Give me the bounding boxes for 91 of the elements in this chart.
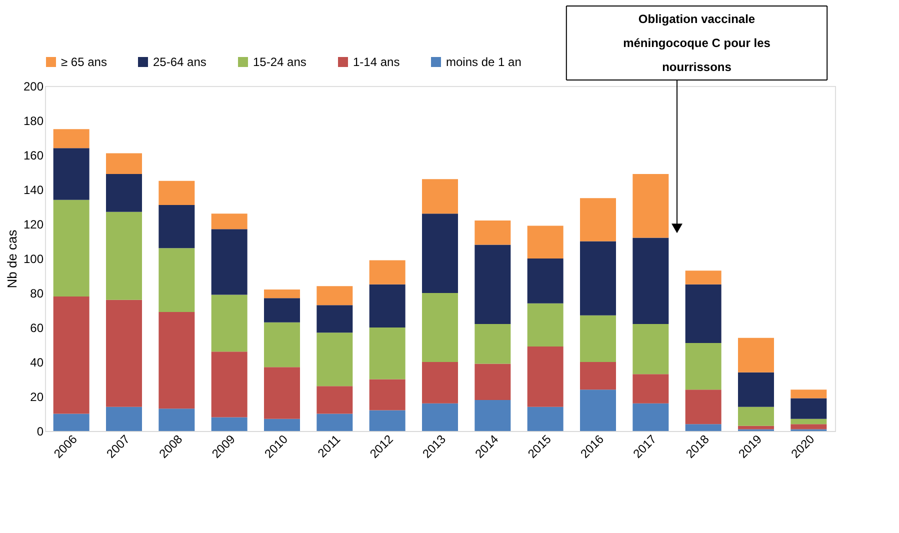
legend-label: 1-14 ans — [353, 55, 400, 69]
bar — [211, 294, 248, 352]
bar — [685, 270, 722, 284]
bar — [790, 418, 827, 424]
legend-label: 15-24 ans — [253, 55, 306, 69]
bar — [580, 241, 616, 316]
bar — [632, 403, 669, 431]
bar — [264, 298, 300, 322]
bar — [211, 214, 248, 230]
bar — [316, 305, 353, 333]
bar — [106, 300, 142, 407]
legend-label: ≥ 65 ans — [61, 55, 107, 69]
bar — [53, 414, 90, 431]
bar — [580, 315, 616, 362]
bar — [316, 332, 353, 386]
bar — [158, 312, 195, 409]
bar — [211, 417, 248, 431]
bar — [527, 258, 564, 304]
bar — [685, 284, 722, 344]
bar — [474, 400, 511, 431]
y-tick-label: 140 — [23, 183, 44, 197]
bar — [369, 284, 406, 328]
bar — [422, 214, 458, 293]
bar — [685, 424, 722, 431]
bar — [474, 220, 511, 245]
bar — [369, 379, 406, 410]
bar — [158, 205, 195, 248]
bar — [580, 198, 616, 242]
bar — [264, 367, 300, 419]
bar — [106, 153, 142, 174]
y-tick-label: 200 — [23, 80, 44, 94]
bar — [158, 408, 195, 431]
bar — [369, 410, 406, 431]
legend-label: moins de 1 an — [446, 55, 522, 69]
bar — [422, 403, 458, 431]
y-tick-label: 40 — [30, 356, 44, 370]
bar — [790, 398, 827, 419]
bar — [316, 286, 353, 306]
bar — [53, 148, 90, 200]
bar — [53, 296, 90, 414]
bar — [264, 418, 300, 431]
bar — [316, 414, 353, 431]
y-tick-label: 180 — [23, 114, 44, 128]
bar — [106, 406, 142, 431]
bar — [158, 248, 195, 312]
bar — [580, 390, 616, 431]
y-tick-label: 100 — [23, 252, 44, 266]
bar — [632, 374, 669, 404]
bar — [211, 229, 248, 295]
bar — [738, 426, 774, 430]
y-tick-label: 0 — [36, 424, 44, 438]
bar — [632, 174, 669, 238]
bar — [474, 364, 511, 400]
bar — [474, 324, 511, 364]
bar — [422, 362, 458, 404]
bar — [264, 322, 300, 368]
y-axis-title: Nb de cas — [4, 229, 20, 288]
y-tick-label: 160 — [23, 148, 44, 162]
y-tick-label: 120 — [23, 218, 44, 232]
bar — [738, 372, 774, 407]
bar — [632, 238, 669, 324]
bar — [106, 212, 142, 300]
legend-label: 25-64 ans — [153, 55, 206, 69]
bar — [158, 180, 195, 206]
y-tick-label: 60 — [30, 321, 44, 335]
bar — [53, 129, 90, 148]
bar — [369, 328, 406, 380]
bar — [369, 260, 406, 284]
bar — [527, 346, 564, 407]
bar — [685, 343, 722, 390]
y-tick-label: 80 — [30, 286, 44, 300]
text: Obligation vaccinale méningocoque C pour les nourrissons — [623, 12, 771, 74]
bar — [106, 174, 142, 212]
bar — [316, 386, 353, 414]
bar — [474, 244, 511, 324]
y-tick-label: 20 — [30, 390, 44, 404]
bar — [685, 390, 722, 424]
bar — [790, 424, 827, 430]
bar — [580, 362, 616, 390]
bar — [527, 226, 564, 258]
bar — [264, 290, 300, 298]
bar — [790, 390, 827, 398]
bar — [211, 352, 248, 418]
bar — [632, 324, 669, 374]
bar — [422, 293, 458, 362]
bar — [422, 179, 458, 214]
bar — [527, 406, 564, 431]
bar — [527, 303, 564, 346]
bar — [53, 200, 90, 296]
bar — [738, 406, 774, 426]
bar — [738, 338, 774, 372]
